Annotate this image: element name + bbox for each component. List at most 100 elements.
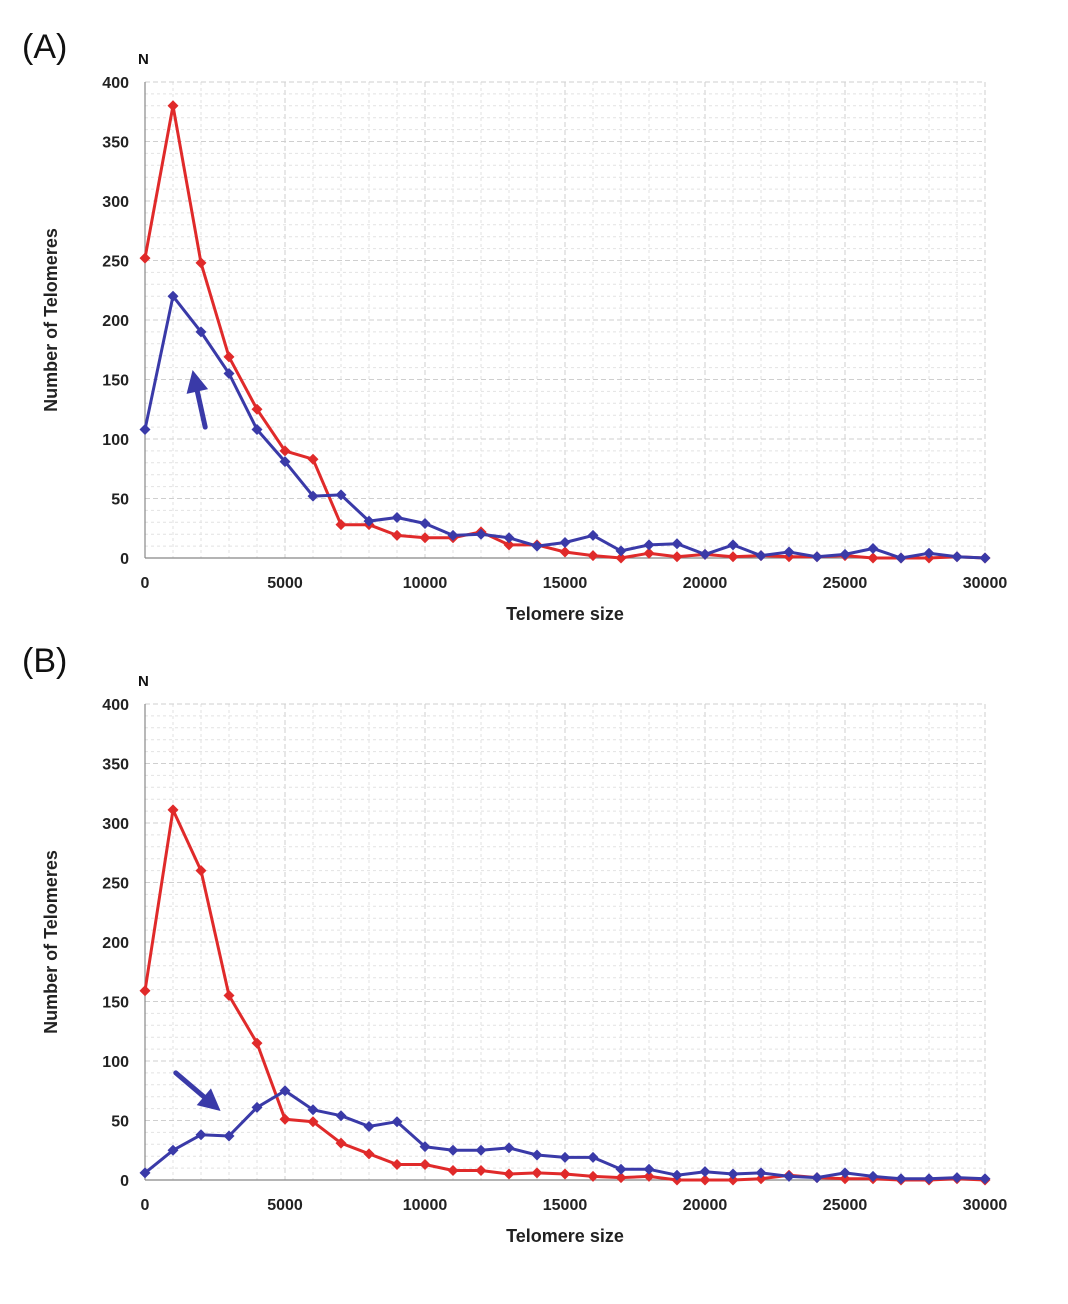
- data-point: [671, 538, 683, 550]
- annotation-arrow: [186, 369, 209, 430]
- series: [139, 804, 991, 1186]
- y-tick-label: 150: [102, 373, 129, 390]
- x-tick-label: 20000: [683, 1197, 728, 1214]
- data-point: [671, 1169, 683, 1181]
- x-tick-label: 20000: [683, 575, 728, 592]
- arrow-head: [186, 369, 209, 394]
- data-point: [503, 1168, 515, 1180]
- data-point: [699, 1174, 711, 1186]
- y-tick-label: 300: [102, 816, 129, 833]
- y-axis-title: Number of Telomeres: [41, 850, 61, 1034]
- data-point: [755, 550, 767, 562]
- data-point: [307, 1104, 319, 1116]
- data-point: [475, 528, 487, 540]
- y-tick-label: 400: [102, 75, 129, 92]
- y-tick-label: 0: [120, 1173, 129, 1190]
- data-point: [755, 1173, 767, 1185]
- y-unit-label: N: [138, 51, 149, 68]
- data-point: [643, 1170, 655, 1182]
- data-point: [615, 1163, 627, 1175]
- data-point: [867, 552, 879, 564]
- data-point: [531, 1149, 543, 1161]
- data-point: [139, 423, 151, 435]
- y-tick-label: 350: [102, 757, 129, 774]
- data-point: [475, 1144, 487, 1156]
- arrow-shaft: [173, 1070, 207, 1100]
- data-point: [223, 1130, 235, 1142]
- data-point: [223, 990, 235, 1002]
- x-tick-label: 30000: [963, 575, 1008, 592]
- data-point: [727, 1168, 739, 1180]
- series-blue: [139, 1085, 991, 1185]
- data-point: [643, 547, 655, 559]
- x-tick-label: 10000: [403, 1197, 448, 1214]
- chart-svg-a: (A) N 0 5000 10000 15000 20000 25000 30000 0 50 1…: [22, 28, 1008, 624]
- data-point: [251, 1101, 263, 1113]
- x-tick-label: 5000: [267, 1197, 303, 1214]
- y-tick-label: 300: [102, 194, 129, 211]
- y-tick-label: 100: [102, 432, 129, 449]
- data-point: [335, 1110, 347, 1122]
- data-point: [699, 1166, 711, 1178]
- series-blue: [139, 290, 991, 564]
- data-point: [419, 517, 431, 529]
- data-point: [811, 551, 823, 563]
- data-point: [699, 548, 711, 560]
- data-point: [559, 1151, 571, 1163]
- x-tick-label: 10000: [403, 575, 448, 592]
- panel-label: (A): [22, 28, 67, 66]
- data-point: [307, 490, 319, 502]
- data-point: [503, 532, 515, 544]
- x-tick-label: 0: [141, 1197, 150, 1214]
- data-point: [503, 1142, 515, 1154]
- y-tick-label: 200: [102, 313, 129, 330]
- y-tick-label: 400: [102, 697, 129, 714]
- data-point: [363, 1148, 375, 1160]
- data-point: [587, 550, 599, 562]
- y-axis-title: Number of Telomeres: [41, 228, 61, 412]
- data-point: [363, 1120, 375, 1132]
- data-point: [279, 1085, 291, 1097]
- chart-svg-b: (B) N 0 5000 10000 15000 20000 25000 30000 0 50 1…: [22, 642, 1007, 1246]
- data-point: [895, 552, 907, 564]
- data-point: [503, 539, 515, 551]
- x-tick-label: 0: [141, 575, 150, 592]
- data-point: [391, 1116, 403, 1128]
- data-point: [139, 252, 151, 264]
- x-tick-label: 15000: [543, 1197, 588, 1214]
- data-point: [167, 1144, 179, 1156]
- data-point: [643, 539, 655, 551]
- data-point: [755, 1167, 767, 1179]
- y-tick-label: 250: [102, 876, 129, 893]
- data-point: [195, 1129, 207, 1141]
- data-point: [195, 326, 207, 338]
- data-point: [587, 529, 599, 541]
- arrow-shaft: [194, 388, 208, 430]
- y-tick-label: 0: [120, 551, 129, 568]
- series: [139, 100, 991, 564]
- y-tick-label: 250: [102, 254, 129, 271]
- data-point: [727, 1174, 739, 1186]
- data-point: [615, 552, 627, 564]
- data-point: [811, 1172, 823, 1184]
- data-point: [615, 1172, 627, 1184]
- data-point: [419, 1141, 431, 1153]
- data-point: [671, 551, 683, 563]
- grid: [145, 703, 986, 1180]
- data-point: [559, 1168, 571, 1180]
- data-point: [167, 290, 179, 302]
- y-tick-label: 50: [111, 492, 129, 509]
- chart-panel-b: (B) N 0 5000 10000 15000 20000 25000 30000 0 50 1…: [0, 622, 1068, 1262]
- data-point: [419, 532, 431, 544]
- data-point: [139, 985, 151, 997]
- y-tick-label: 200: [102, 935, 129, 952]
- data-point: [475, 1164, 487, 1176]
- data-point: [951, 1172, 963, 1184]
- data-point: [839, 548, 851, 560]
- data-point: [391, 529, 403, 541]
- data-point: [391, 512, 403, 524]
- data-point: [251, 403, 263, 415]
- arrow-head: [196, 1088, 221, 1111]
- y-tick-label: 100: [102, 1054, 129, 1071]
- tick-labels: 0 5000 10000 15000 20000 25000 30000 0 50 100 150 2…: [102, 697, 1007, 1214]
